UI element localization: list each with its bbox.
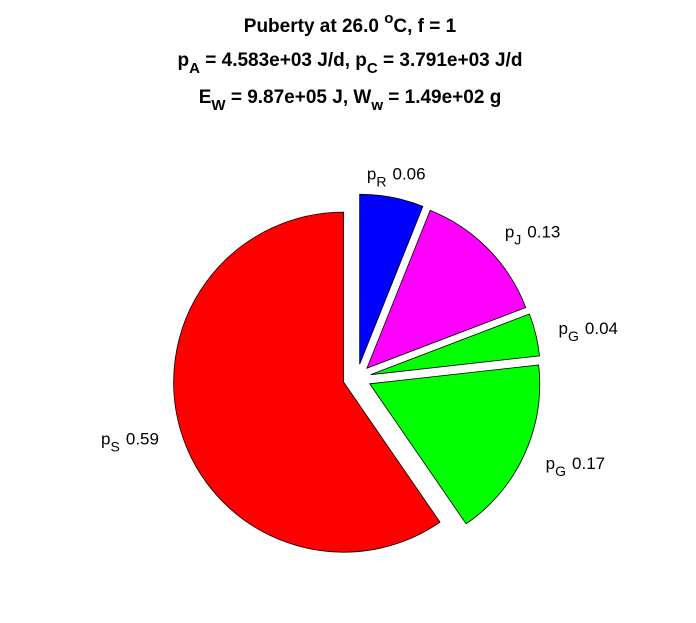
title-text: = 1.49e+02 g xyxy=(383,87,501,108)
title-text: C, f = 1 xyxy=(393,16,456,37)
slice-label: pG 0.04 xyxy=(559,319,618,344)
pie-slice xyxy=(359,193,424,365)
title-sub: A xyxy=(189,60,200,77)
label-value: 0.59 xyxy=(126,430,159,449)
label-value: 0.13 xyxy=(527,223,560,242)
chart-title: pA = 4.583e+03 J/d, pC = 3.791e+03 J/d xyxy=(178,50,523,77)
label-sub: G xyxy=(568,328,579,344)
label-name: p xyxy=(505,223,514,242)
title-sub: w xyxy=(370,97,383,114)
title-sup: o xyxy=(384,10,393,27)
chart-title: Puberty at 26.0 oC, f = 1 xyxy=(244,10,457,37)
slice-label: pS 0.59 xyxy=(101,430,159,455)
title-text: E xyxy=(199,87,212,108)
label-sub: R xyxy=(376,173,386,189)
pie-slice xyxy=(369,364,541,525)
slice-label: pJ 0.13 xyxy=(505,223,561,248)
title-text: = 3.791e+03 J/d xyxy=(378,50,523,71)
label-name: p xyxy=(546,454,555,473)
title-text: = 9.87e+05 J, W xyxy=(226,87,372,108)
slice-label: pR 0.06 xyxy=(367,164,426,189)
title-text: Puberty at 26.0 xyxy=(244,16,384,37)
title-sub: C xyxy=(367,60,378,77)
pie-slice xyxy=(173,211,441,553)
label-name: p xyxy=(101,430,110,449)
label-sub: G xyxy=(555,463,566,479)
label-sub: S xyxy=(111,439,120,455)
slice-label: pG 0.17 xyxy=(546,454,605,479)
pie-slice xyxy=(370,313,540,376)
label-value: 0.06 xyxy=(393,164,426,183)
label-value: 0.17 xyxy=(572,454,605,473)
label-name: p xyxy=(367,164,376,183)
label-sub: J xyxy=(514,232,521,248)
chart-title: EW = 9.87e+05 J, Ww = 1.49e+02 g xyxy=(199,87,502,114)
title-text: = 4.583e+03 J/d, p xyxy=(200,50,367,71)
title-text: p xyxy=(178,50,190,71)
pie-slice xyxy=(366,209,527,369)
label-value: 0.04 xyxy=(585,319,618,338)
label-name: p xyxy=(559,319,568,338)
title-sub: W xyxy=(211,97,226,114)
